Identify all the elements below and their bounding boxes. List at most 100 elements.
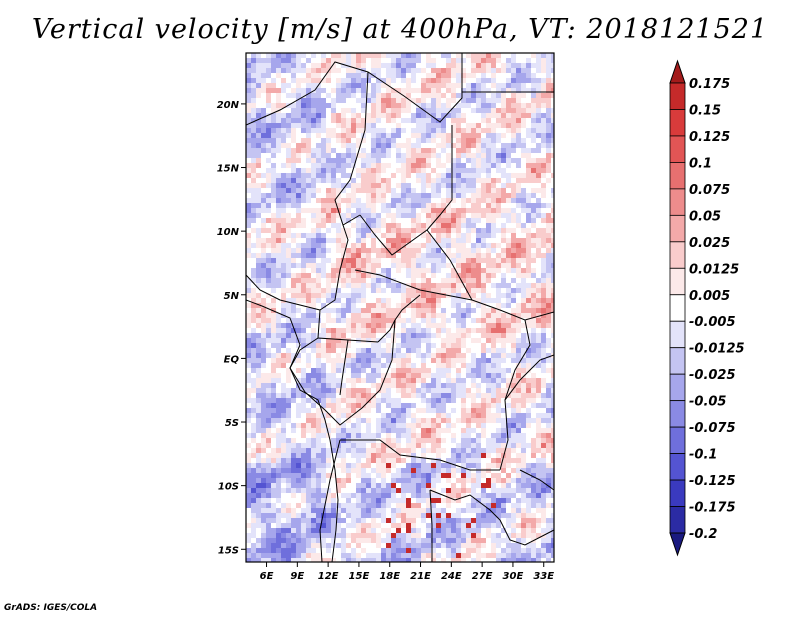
field-cell xyxy=(471,328,476,333)
field-cell xyxy=(486,208,491,213)
field-cell xyxy=(541,133,546,138)
field-cell xyxy=(436,413,441,418)
field-cell xyxy=(501,133,506,138)
field-cell xyxy=(421,453,426,458)
field-cell xyxy=(246,83,251,88)
field-cell xyxy=(536,243,541,248)
field-cell xyxy=(476,78,481,83)
field-cell xyxy=(351,188,356,193)
field-cell xyxy=(386,378,391,383)
field-cell xyxy=(401,278,406,283)
field-cell xyxy=(376,168,381,173)
field-cell xyxy=(271,353,276,358)
field-cell xyxy=(446,203,451,208)
field-cell xyxy=(471,198,476,203)
field-cell xyxy=(321,363,326,368)
field-cell xyxy=(356,423,361,428)
field-cell xyxy=(281,448,286,453)
field-cell xyxy=(521,223,526,228)
field-cell xyxy=(356,153,361,158)
field-cell xyxy=(456,188,461,193)
field-cell xyxy=(476,158,481,163)
field-cell xyxy=(416,93,421,98)
field-cell xyxy=(261,363,266,368)
field-cell xyxy=(401,348,406,353)
field-cell xyxy=(466,398,471,403)
field-cell xyxy=(266,363,271,368)
field-cell xyxy=(356,403,361,408)
field-cell xyxy=(271,373,276,378)
field-cell xyxy=(481,373,486,378)
field-cell xyxy=(451,438,456,443)
field-cell xyxy=(316,388,321,393)
field-cell xyxy=(526,128,531,133)
field-cell xyxy=(466,123,471,128)
field-cell xyxy=(266,443,271,448)
field-cell xyxy=(401,268,406,273)
field-cell xyxy=(421,238,426,243)
field-cell xyxy=(536,78,541,83)
velocity-field xyxy=(246,53,554,562)
field-cell xyxy=(481,123,486,128)
field-cell xyxy=(251,108,256,113)
field-cell xyxy=(501,263,506,268)
field-cell xyxy=(416,208,421,213)
field-cell xyxy=(551,303,554,308)
field-cell xyxy=(471,88,476,93)
field-cell xyxy=(281,338,286,343)
field-cell xyxy=(546,333,551,338)
field-cell xyxy=(541,158,546,163)
field-cell xyxy=(331,248,336,253)
field-cell xyxy=(246,103,251,108)
field-cell xyxy=(436,143,441,148)
field-cell xyxy=(451,133,456,138)
field-cell xyxy=(496,393,501,398)
field-cell xyxy=(481,418,486,423)
field-cell xyxy=(296,178,301,183)
field-cell xyxy=(251,438,256,443)
field-cell xyxy=(466,358,471,363)
field-cell xyxy=(536,313,541,318)
field-cell xyxy=(361,208,366,213)
field-cell xyxy=(256,63,261,68)
field-cell xyxy=(466,348,471,353)
field-cell xyxy=(401,58,406,63)
field-cell xyxy=(336,63,341,68)
field-cell xyxy=(511,73,516,78)
field-cell xyxy=(431,303,436,308)
field-cell xyxy=(286,358,291,363)
field-cell xyxy=(541,128,546,133)
field-cell xyxy=(381,173,386,178)
field-cell xyxy=(371,168,376,173)
field-cell xyxy=(396,143,401,148)
field-cell xyxy=(511,303,516,308)
field-cell xyxy=(326,88,331,93)
field-cell xyxy=(246,273,251,278)
field-cell xyxy=(501,368,506,373)
field-cell xyxy=(286,88,291,93)
field-cell xyxy=(256,148,261,153)
field-cell xyxy=(421,243,426,248)
field-cell xyxy=(546,428,551,433)
field-cell xyxy=(501,183,506,188)
field-cell xyxy=(401,98,406,103)
field-cell xyxy=(271,213,276,218)
field-cell xyxy=(276,403,281,408)
field-cell xyxy=(296,98,301,103)
field-cell xyxy=(346,423,351,428)
field-cell xyxy=(306,248,311,253)
field-cell xyxy=(346,53,351,58)
field-cell xyxy=(361,378,366,383)
field-cell xyxy=(491,198,496,203)
field-cell xyxy=(501,443,506,448)
field-cell xyxy=(381,283,386,288)
field-cell xyxy=(381,78,386,83)
field-cell xyxy=(506,448,511,453)
field-cell xyxy=(471,403,476,408)
field-cell xyxy=(386,293,391,298)
field-cell xyxy=(546,158,551,163)
field-cell xyxy=(431,413,436,418)
field-cell xyxy=(531,333,536,338)
field-cell xyxy=(296,453,301,458)
field-cell xyxy=(346,123,351,128)
